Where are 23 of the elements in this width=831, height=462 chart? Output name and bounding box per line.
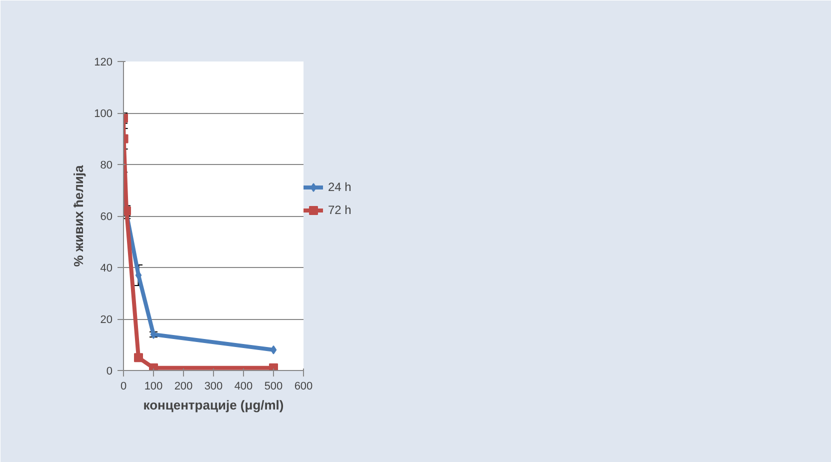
y-tick-label: 40 (100, 262, 113, 274)
y-tick-label: 0 (106, 366, 113, 378)
y-tick-label: 60 (100, 211, 113, 223)
x-tick-label: 500 (264, 380, 283, 392)
point (149, 363, 158, 370)
point (134, 353, 143, 362)
x-tick-label: 100 (144, 380, 163, 392)
y-axis-title: % живих ћелија (71, 164, 86, 267)
point (269, 363, 278, 370)
y-tick-label: 80 (100, 160, 113, 172)
y-tick-label: 120 (94, 56, 113, 68)
point (270, 345, 277, 354)
x-tick-label: 400 (234, 380, 253, 392)
y-tick-label: 20 (100, 314, 113, 326)
legend-label: 24 h (328, 180, 352, 194)
legend-label: 72 h (328, 203, 352, 217)
x-tick-label: 300 (204, 380, 223, 392)
y-tick-label: 100 (94, 108, 113, 120)
x-tick-label: 0 (120, 380, 127, 392)
x-tick-label: 600 (294, 380, 313, 392)
x-tick-label: 200 (174, 380, 193, 392)
x-axis-title: концентрације (μg/ml) (143, 398, 284, 412)
point (124, 206, 131, 216)
